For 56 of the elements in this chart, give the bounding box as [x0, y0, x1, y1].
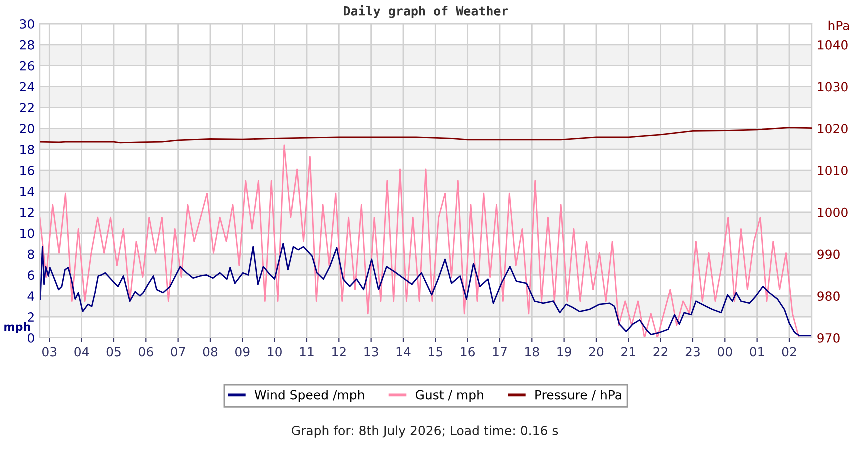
- y-tick-label: 18: [20, 145, 34, 155]
- y2-tick-label: 1000: [818, 208, 848, 218]
- x-tick-label: 05: [106, 347, 121, 357]
- y-axis-title: mph: [4, 322, 30, 334]
- x-tick-label: 18: [526, 347, 540, 357]
- x-tick-label: 14: [396, 347, 411, 357]
- x-tick-label: 17: [493, 347, 507, 357]
- y-tick-label: 20: [20, 124, 34, 134]
- y2-tick-label: 980: [818, 292, 840, 302]
- x-tick-label: 13: [364, 347, 378, 357]
- y-tick-label: 22: [20, 103, 34, 112]
- y-tick-label: 12: [20, 208, 34, 218]
- chart-title: Daily graph of Weather: [344, 6, 508, 18]
- y-tick-label: 30: [20, 19, 34, 29]
- y-tick-label: 8: [28, 250, 34, 260]
- x-tick-label: 07: [171, 347, 186, 357]
- x-tick-label: 01: [750, 347, 764, 357]
- legend-label: Wind Speed /mph: [254, 390, 364, 402]
- y2-tick-label: 1010: [818, 166, 848, 176]
- y2-tick-label: 990: [818, 250, 840, 260]
- x-tick-label: 19: [558, 347, 572, 357]
- x-tick-label: 00: [718, 347, 732, 357]
- x-tick-label: 06: [139, 347, 154, 357]
- y-tick-label: 0: [28, 333, 34, 343]
- x-tick-label: 10: [268, 347, 282, 357]
- x-tick-label: 09: [236, 347, 250, 357]
- y-tick-label: 16: [20, 166, 34, 176]
- y-tick-label: 4: [28, 292, 34, 301]
- y2-tick-label: 1040: [818, 40, 848, 50]
- y-tick-label: 6: [28, 270, 34, 280]
- x-tick-label: 16: [461, 347, 475, 357]
- legend-label: Gust / mph: [416, 390, 484, 402]
- x-tick-label: 02: [782, 347, 796, 357]
- x-tick-label: 11: [300, 347, 314, 357]
- line-series: [40, 127, 812, 144]
- x-tick-label: 03: [42, 347, 57, 357]
- x-tick-label: 12: [332, 347, 346, 357]
- y2-axis-title: hPa: [828, 20, 850, 31]
- x-tick-label: 23: [686, 347, 700, 357]
- y2-tick-label: 1020: [818, 124, 848, 134]
- y-tick-label: 24: [20, 82, 34, 92]
- y-tick-label: 28: [20, 40, 34, 50]
- x-tick-label: 22: [654, 347, 668, 357]
- y2-tick-label: 1030: [818, 82, 848, 92]
- x-tick-label: 15: [429, 347, 443, 357]
- x-tick-label: 21: [622, 347, 636, 357]
- x-tick-label: 04: [74, 347, 90, 357]
- y-tick-label: 14: [20, 187, 34, 196]
- x-tick-label: 20: [589, 347, 604, 357]
- y2-tick-label: 970: [818, 333, 840, 343]
- y-tick-label: 10: [20, 228, 34, 238]
- text: Graph for: 8th July 2026; Load time: 0.16 s: [292, 426, 558, 438]
- x-tick-label: 08: [203, 347, 218, 357]
- y-tick-label: 26: [20, 61, 34, 71]
- y-tick-label: 2: [28, 312, 34, 322]
- legend-label: Pressure / hPa: [536, 390, 622, 401]
